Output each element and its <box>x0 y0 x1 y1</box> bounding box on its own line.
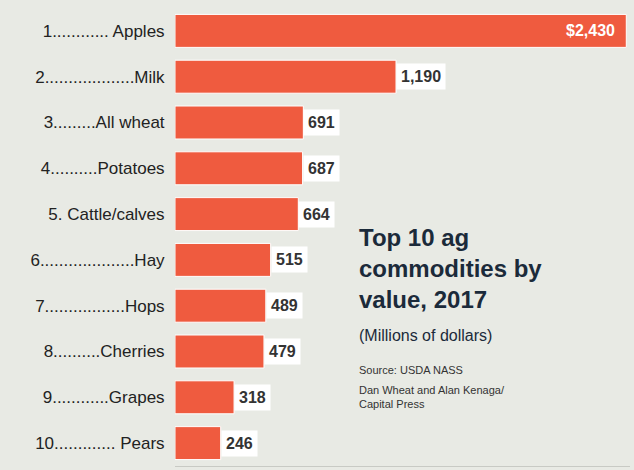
svg-text:691: 691 <box>308 114 335 131</box>
svg-text:Top 10 agcommodities byvalue,: Top 10 agcommodities byvalue, 2017 <box>359 224 542 313</box>
svg-text:7.................Hops: 7.................Hops <box>35 297 164 316</box>
svg-text:(Millions of dollars): (Millions of dollars) <box>359 327 492 344</box>
svg-text:664: 664 <box>303 206 330 223</box>
svg-text:6....................Hay: 6....................Hay <box>30 251 165 270</box>
svg-text:687: 687 <box>308 160 335 177</box>
svg-text:1,190: 1,190 <box>401 68 441 85</box>
svg-text:9............Grapes: 9............Grapes <box>43 388 165 407</box>
svg-text:479: 479 <box>269 343 296 360</box>
svg-text:2...................Milk: 2...................Milk <box>35 68 165 87</box>
svg-text:8..........Cherries: 8..........Cherries <box>44 342 165 361</box>
svg-text:Dan Wheat and Alan Kenaga/Capi: Dan Wheat and Alan Kenaga/Capital Press <box>359 384 505 410</box>
svg-text:10............. Pears: 10............. Pears <box>35 434 164 453</box>
svg-text:246: 246 <box>226 435 253 452</box>
svg-text:$2,430: $2,430 <box>566 22 615 39</box>
svg-text:1............ Apples: 1............ Apples <box>43 22 165 41</box>
svg-text:515: 515 <box>276 251 303 268</box>
svg-text:Source: USDA NASS: Source: USDA NASS <box>359 364 463 376</box>
svg-text:318: 318 <box>239 389 266 406</box>
svg-text:3.........All wheat: 3.........All wheat <box>44 113 165 132</box>
svg-text:489: 489 <box>271 297 298 314</box>
svg-text:4..........Potatoes: 4..........Potatoes <box>41 159 165 178</box>
svg-text:5. Cattle/calves: 5. Cattle/calves <box>48 205 164 224</box>
